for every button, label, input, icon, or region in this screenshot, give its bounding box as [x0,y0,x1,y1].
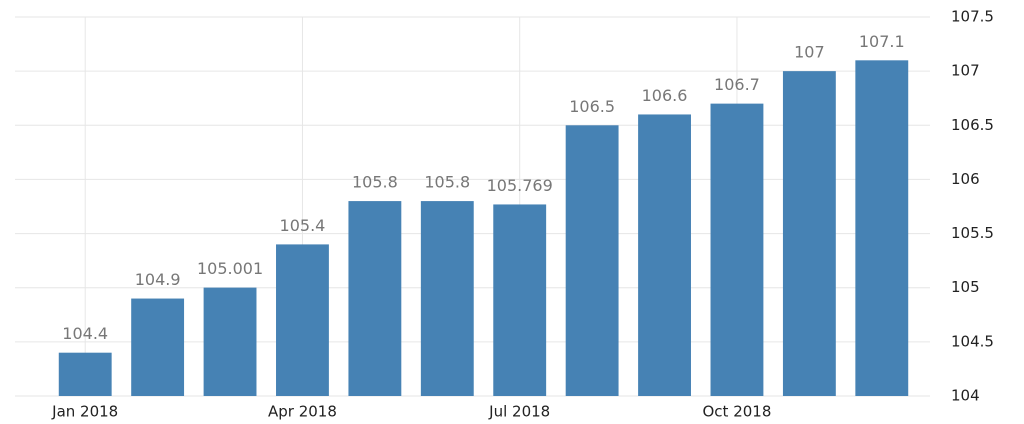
value-label: 107 [794,43,825,62]
value-label: 107.1 [859,32,905,51]
value-label: 105.8 [424,173,470,192]
bar [58,352,112,396]
x-tick-label: Oct 2018 [703,403,772,421]
bar [493,204,547,396]
bar [203,287,257,396]
bar [565,125,619,397]
bar [276,244,329,396]
value-label: 105.001 [197,259,263,278]
bar [420,201,474,396]
y-tick-label: 106.5 [951,116,994,134]
bar [638,114,691,396]
y-tick-label: 104.5 [951,332,994,350]
bar [710,103,764,396]
value-label: 105.769 [487,176,553,195]
x-tick-label: Apr 2018 [268,403,337,421]
y-tick-label: 107.5 [951,8,994,26]
y-tick-label: 105 [951,278,980,296]
y-tick-label: 104 [951,387,980,405]
y-tick-label: 106 [951,170,980,188]
x-tick-label: Jan 2018 [51,403,118,421]
value-label: 104.9 [135,270,181,289]
bar [131,298,185,396]
bar [782,71,836,397]
value-label: 105.4 [280,216,326,235]
y-tick-label: 105.5 [951,224,994,242]
value-label: 104.4 [62,324,108,343]
y-tick-label: 107 [951,62,980,80]
value-label: 106.7 [714,75,760,94]
x-tick-label: Jul 2018 [488,403,550,421]
value-label: 106.6 [642,86,688,105]
bar [855,60,909,397]
bar [348,201,402,396]
value-label: 105.8 [352,173,398,192]
value-label: 106.5 [569,97,615,116]
